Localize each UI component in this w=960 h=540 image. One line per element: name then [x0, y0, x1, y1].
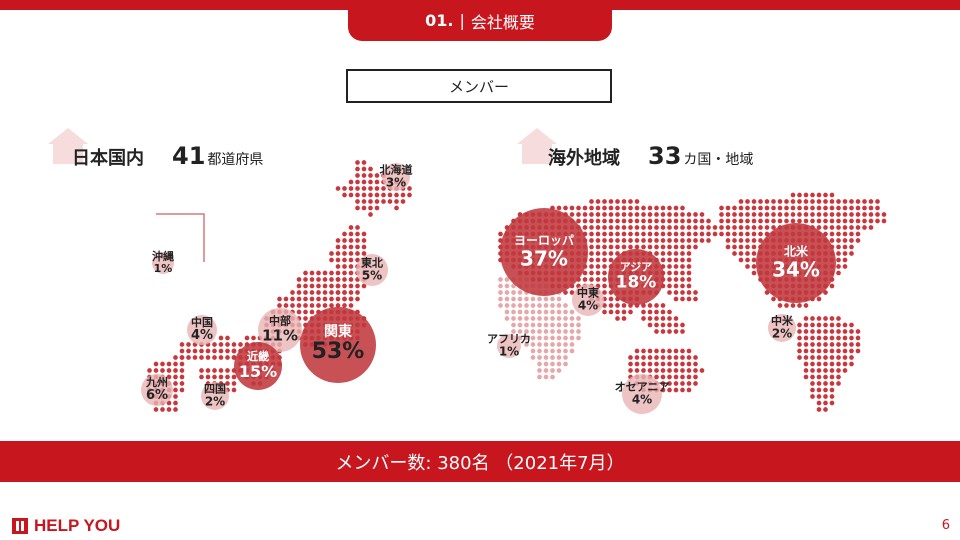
region-name: 中部 [269, 314, 291, 328]
house-icon [48, 128, 88, 164]
japan-bubble-4 [234, 342, 282, 390]
region-value: 34% [772, 257, 820, 282]
southeast-asia-dots [634, 303, 685, 334]
region-value: 4% [631, 392, 653, 407]
section-number: 01. [425, 11, 454, 30]
world-label-0: ヨーロッパ 37% [513, 233, 575, 271]
region-name: 近畿 [246, 350, 269, 364]
region-value: 5% [361, 268, 383, 283]
domestic-heading: 日本国内 41 都道府県 [72, 142, 263, 170]
japan-bubble-7 [141, 374, 173, 406]
africa-dots [498, 277, 581, 380]
region-value: 2% [771, 326, 793, 341]
tohoku-dots [329, 225, 367, 302]
japan-bubble-8 [152, 252, 174, 274]
region-name: オセアニア [614, 380, 670, 394]
region-value: 2% [204, 394, 226, 409]
japan-bubble-0 [382, 163, 410, 191]
world-label-6: 中米 2% [771, 315, 793, 340]
region-value: 15% [238, 362, 278, 382]
japan-bubble-2 [300, 307, 376, 383]
region-name: 北海道 [379, 163, 413, 177]
region-name: ヨーロッパ [513, 233, 575, 248]
world-label-1: アジア 18% [615, 260, 657, 293]
region-value: 18% [615, 272, 657, 293]
section-header-title: 会社概要 [470, 12, 535, 32]
region-name: 関東 [323, 324, 352, 341]
japan-label-0: 北海道 3% [380, 164, 413, 189]
japan-label-2: 関東 53% [311, 324, 365, 365]
company-logo: HELP YOU [12, 516, 120, 536]
japan-bubble-1 [356, 254, 388, 286]
japan-label-6: 四国 2% [204, 383, 226, 408]
region-value: 4% [577, 298, 599, 313]
japan-bubble-5 [187, 315, 217, 345]
region-name: 中米 [771, 314, 793, 328]
world-bubble-5 [756, 223, 836, 303]
member-count-bar: メンバー数: 380名 （2021年7月） [0, 441, 960, 482]
region-name: 中東 [577, 286, 599, 300]
region-name: 中国 [190, 315, 213, 329]
world-bubble-4 [622, 374, 662, 414]
house-icon [517, 128, 557, 164]
section-header-tab: 01. | 会社概要 [348, 0, 612, 41]
region-value: 11% [262, 326, 298, 345]
region-name: 北米 [783, 244, 808, 259]
japan-label-1: 東北 5% [361, 257, 383, 282]
overseas-count: 33 [648, 142, 682, 170]
section-separator: | [459, 11, 465, 30]
japan-label-8: 沖縄 1% [152, 249, 174, 275]
japan-label-3: 中部 11% [262, 314, 298, 345]
domestic-title: 日本国内 [72, 148, 144, 169]
world-label-4: オセアニア 4% [615, 381, 670, 406]
chugoku-dots [179, 335, 237, 360]
region-name: 沖縄 [152, 249, 174, 263]
region-value: 6% [145, 387, 169, 403]
region-value: 1% [153, 262, 173, 275]
domestic-count: 41 [172, 142, 206, 170]
region-name: 九州 [145, 375, 168, 389]
member-distribution-maps [141, 160, 887, 414]
page-number: 6 [941, 518, 950, 533]
region-value: 3% [385, 175, 407, 190]
overseas-unit: カ国・地域 [683, 152, 754, 168]
world-bubble-2 [572, 284, 604, 316]
region-value: 4% [190, 327, 214, 343]
region-name: 東北 [361, 256, 383, 270]
okinawa-inset-frame [156, 213, 205, 262]
world-label-2: 中東 4% [577, 287, 599, 312]
region-name: アフリカ [487, 332, 531, 346]
world-bubble-1 [608, 249, 664, 305]
region-value: 53% [311, 339, 365, 365]
region-value: 1% [498, 344, 520, 359]
members-title: メンバー [448, 77, 509, 96]
logo-text: HELP YOU [34, 516, 121, 535]
overseas-heading: 海外地域 33 カ国・地域 [548, 142, 753, 170]
region-value: 37% [520, 246, 568, 271]
member-count-text: メンバー数: 380名 （2021年7月） [335, 452, 625, 474]
logo-mark-icon [12, 518, 28, 534]
world-label-5: 北米 34% [772, 244, 820, 282]
japan-label-7: 九州 6% [145, 375, 169, 403]
members-title-box: メンバー [346, 69, 612, 103]
world-label-3: アフリカ 1% [487, 333, 531, 358]
world-bubble-0 [500, 208, 588, 296]
japan-label-5: 中国 4% [190, 315, 214, 343]
japan-label-4: 近畿 15% [239, 351, 277, 381]
domestic-unit: 都道府県 [207, 152, 264, 168]
japan-bubble-6 [201, 382, 229, 410]
japan-bubble-3 [258, 308, 302, 352]
south-america-dots [797, 316, 861, 412]
world-bubble-6 [768, 314, 796, 342]
world-bubble-3 [497, 334, 521, 358]
overseas-title: 海外地域 [548, 148, 620, 169]
region-name: アジア [619, 260, 653, 274]
region-name: 四国 [204, 382, 226, 396]
